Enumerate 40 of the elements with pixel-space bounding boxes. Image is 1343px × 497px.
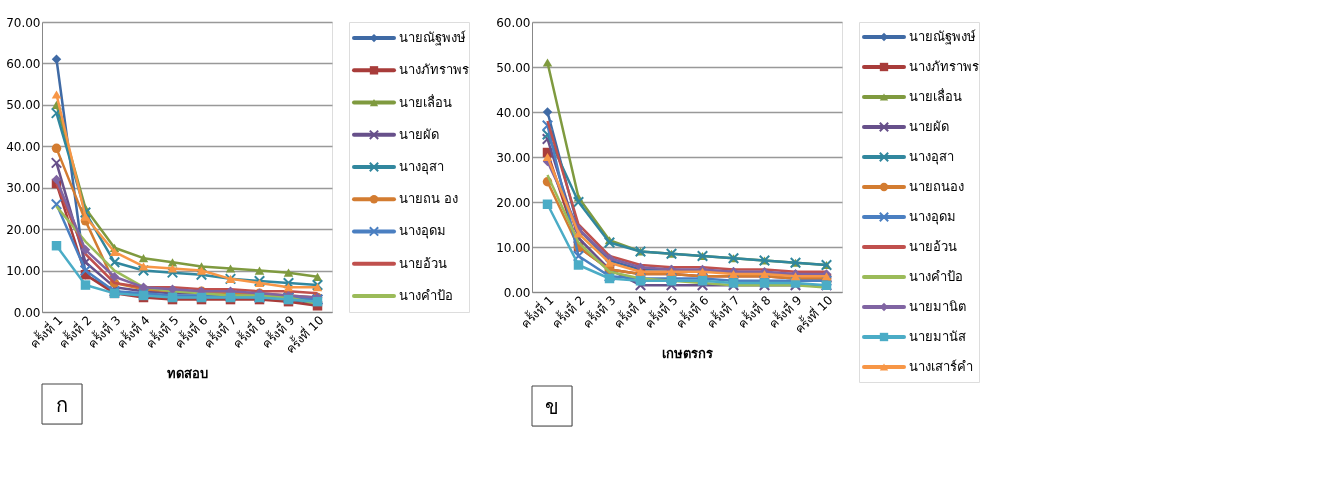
text: ข	[545, 395, 559, 419]
text: ก	[56, 393, 68, 417]
legend-label: นายเลื่อน	[399, 93, 452, 110]
legend-label: นางเสาร์คำ	[909, 359, 973, 374]
y-tick-label: 40.00	[6, 139, 41, 154]
x-axis-title: ทดสอบ	[167, 365, 208, 381]
y-tick-label: 0.00	[13, 305, 41, 320]
legend-label: นายถน อง	[399, 191, 459, 207]
legend-label: นายอ้วน	[399, 255, 447, 271]
y-tick-label: 60.00	[6, 56, 41, 71]
y-tick-label: 10.00	[6, 264, 41, 279]
y-tick-label: 20.00	[496, 195, 531, 210]
legend-label: นายณัฐพงษ์	[909, 29, 976, 45]
legend-label: นางภัทราพร	[909, 59, 979, 74]
legend-label: นางอุสา	[399, 159, 444, 175]
legend-label: นายผัด	[909, 119, 949, 134]
legend-label: นางคำป้อ	[909, 269, 963, 284]
legend-label: นางอุดม	[909, 209, 956, 225]
y-tick-label: 70.00	[6, 15, 41, 30]
legend-label: นางภัทราพร	[399, 62, 469, 78]
x-axis-title: เกษตรกร	[662, 345, 713, 361]
legend-label: นายมานิต	[909, 299, 966, 314]
y-tick-label: 60.00	[496, 15, 531, 30]
y-tick-label: 40.00	[496, 105, 531, 120]
legend-label: นางอุดม	[399, 223, 446, 240]
legend-label: นายผัด	[399, 126, 439, 142]
legend-label: นางคำป้อ	[399, 287, 453, 303]
y-tick-label: 30.00	[6, 181, 41, 196]
y-tick-label: 20.00	[6, 222, 41, 237]
legend-label: นายณัฐพงษ์	[399, 30, 466, 47]
legend-label: นายมานัส	[909, 329, 966, 344]
y-tick-label: 0.00	[503, 285, 531, 300]
legend-label: นายถนอง	[909, 179, 964, 194]
legend-label: นางอุสา	[909, 149, 954, 165]
y-tick-label: 10.00	[496, 240, 531, 255]
legend-label: นายอ้วน	[909, 239, 957, 254]
y-tick-label: 50.00	[6, 98, 41, 113]
y-tick-label: 50.00	[496, 60, 531, 75]
legend-label: นายเลื่อน	[909, 88, 962, 104]
y-tick-label: 30.00	[496, 150, 531, 165]
